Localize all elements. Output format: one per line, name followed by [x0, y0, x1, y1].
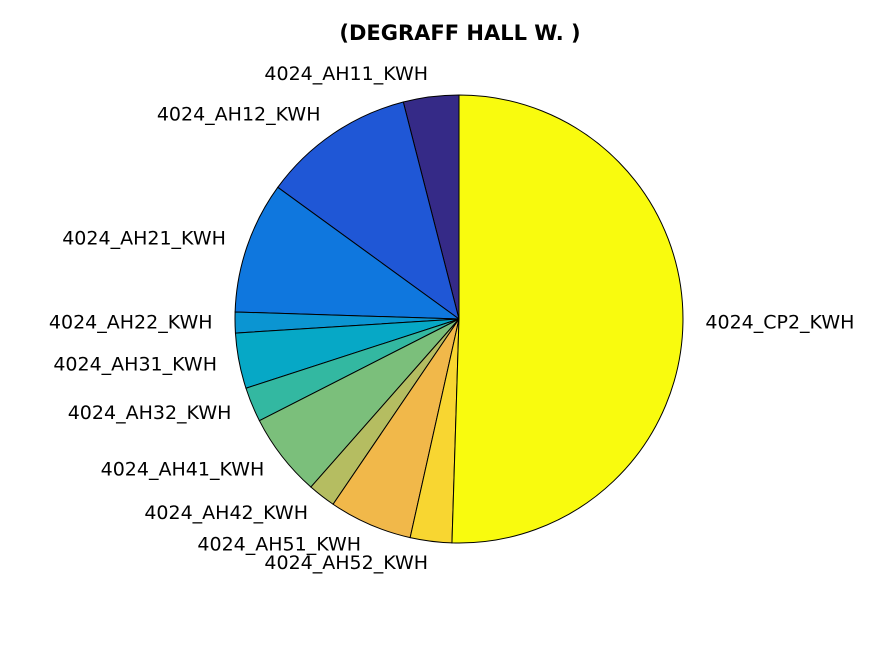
chart-title: (DEGRAFF HALL W. ): [339, 21, 580, 45]
slice-label-4: 4024_AH22_KWH: [49, 311, 213, 333]
slice-label-7: 4024_AH41_KWH: [101, 459, 265, 481]
slice-label-2: 4024_AH12_KWH: [157, 104, 321, 126]
pie-slice-11: [451, 94, 684, 544]
pie-slices: [234, 94, 684, 544]
slice-label-6: 4024_AH32_KWH: [68, 402, 232, 424]
pie-slice-2: [277, 101, 460, 321]
slice-label-5: 4024_AH31_KWH: [53, 354, 217, 376]
slice-label-1: 4024_AH11_KWH: [264, 63, 428, 85]
slice-label-10: 4024_AH52_KWH: [264, 552, 428, 574]
slice-label-8: 4024_AH42_KWH: [144, 502, 308, 524]
pie-slice-3: [234, 186, 461, 320]
slice-label-9: 4024_AH51_KWH: [197, 534, 361, 556]
slice-labels: 4024_AH11_KWH 4024_AH12_KWH 4024_AH21_KWH 4…: [49, 63, 855, 574]
slice-label-3: 4024_AH21_KWH: [62, 228, 226, 250]
slice-label-11: 4024_CP2_KWH: [705, 311, 854, 333]
